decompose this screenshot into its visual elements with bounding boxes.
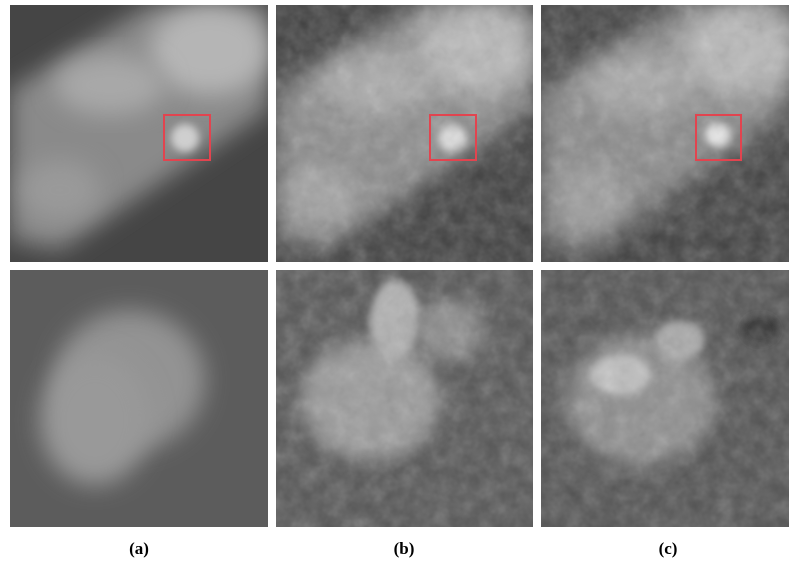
caption: (b) [394, 539, 415, 558]
overview-image [10, 5, 270, 262]
figure: (a) (b) (c) [0, 0, 789, 563]
zoom-image [10, 270, 268, 527]
zoom-image [541, 270, 789, 527]
caption: (c) [659, 539, 678, 558]
overview-image [541, 5, 789, 262]
overview-image [276, 5, 536, 262]
zoom-image [276, 270, 533, 527]
caption: (a) [129, 539, 149, 558]
